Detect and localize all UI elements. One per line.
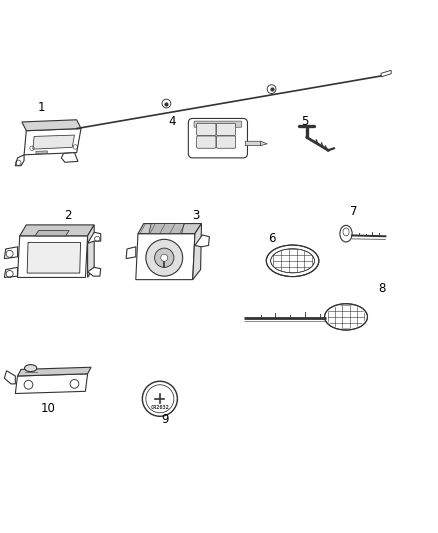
Text: CR2032: CR2032	[151, 405, 169, 410]
Text: 9: 9	[161, 413, 169, 426]
Circle shape	[155, 248, 174, 268]
FancyBboxPatch shape	[194, 121, 242, 127]
Polygon shape	[4, 371, 15, 384]
Circle shape	[142, 381, 177, 416]
Polygon shape	[4, 268, 18, 278]
Circle shape	[146, 385, 174, 413]
Ellipse shape	[340, 225, 352, 242]
Polygon shape	[4, 247, 18, 259]
FancyBboxPatch shape	[197, 136, 216, 148]
Polygon shape	[195, 235, 209, 247]
FancyBboxPatch shape	[197, 123, 216, 135]
Polygon shape	[261, 141, 267, 146]
Polygon shape	[22, 120, 81, 131]
Polygon shape	[33, 135, 74, 149]
Text: 3: 3	[193, 209, 200, 222]
Polygon shape	[36, 151, 47, 154]
Text: 1: 1	[38, 101, 46, 115]
Circle shape	[161, 254, 168, 261]
Polygon shape	[35, 231, 69, 236]
Polygon shape	[88, 225, 94, 278]
Polygon shape	[61, 152, 78, 162]
Polygon shape	[245, 141, 261, 146]
FancyBboxPatch shape	[216, 136, 236, 148]
Polygon shape	[24, 128, 81, 155]
FancyBboxPatch shape	[216, 123, 236, 135]
Circle shape	[267, 85, 276, 93]
Polygon shape	[15, 155, 24, 166]
Text: 10: 10	[41, 402, 56, 415]
Ellipse shape	[271, 249, 314, 273]
Text: 5: 5	[301, 115, 308, 127]
Text: 4: 4	[168, 115, 176, 127]
Polygon shape	[15, 374, 88, 393]
Text: 2: 2	[64, 209, 72, 222]
Ellipse shape	[266, 245, 319, 277]
Circle shape	[146, 239, 183, 276]
Polygon shape	[18, 367, 91, 376]
Text: 7: 7	[350, 205, 358, 218]
Polygon shape	[149, 223, 184, 233]
Polygon shape	[138, 223, 201, 233]
Polygon shape	[88, 232, 101, 243]
Polygon shape	[18, 236, 88, 278]
Ellipse shape	[325, 304, 367, 330]
Text: 8: 8	[378, 282, 385, 295]
Polygon shape	[136, 233, 195, 280]
Polygon shape	[27, 243, 81, 273]
Polygon shape	[88, 268, 101, 276]
Ellipse shape	[25, 365, 37, 372]
Text: 6: 6	[268, 232, 276, 245]
Polygon shape	[20, 225, 94, 236]
Circle shape	[162, 99, 171, 108]
Polygon shape	[193, 223, 201, 280]
Polygon shape	[381, 70, 391, 77]
Polygon shape	[126, 247, 136, 259]
FancyBboxPatch shape	[188, 118, 247, 158]
